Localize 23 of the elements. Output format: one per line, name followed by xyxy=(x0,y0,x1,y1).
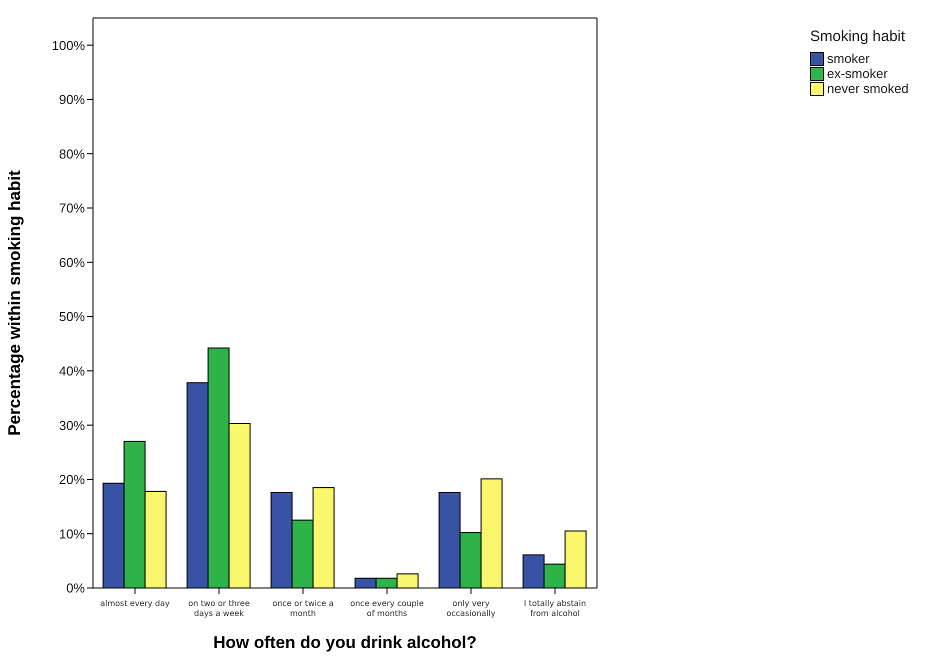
x-tick-label: on two or three days a week xyxy=(188,599,250,618)
x-axis-title: How often do you drink alcohol? xyxy=(213,633,477,652)
x-tick-label: once or twice a month xyxy=(272,599,334,618)
x-tick-label: only very occasionally xyxy=(446,599,496,618)
y-tick-label: 0% xyxy=(66,580,86,596)
legend-title: Smoking habit xyxy=(810,28,906,45)
x-tick-label: once every couple of months xyxy=(350,599,424,618)
y-tick-label: 60% xyxy=(58,254,86,270)
y-tick-label: 20% xyxy=(58,472,86,488)
x-tick-label: almost every day xyxy=(100,599,170,608)
y-tick-label: 50% xyxy=(58,309,86,324)
y-tick-label: 40% xyxy=(58,363,86,378)
y-axis-title: Percentage within smoking habit xyxy=(5,170,24,436)
y-tick-label: 10% xyxy=(58,526,86,542)
legend-label: never smoked xyxy=(826,81,910,96)
legend-label: smoker xyxy=(826,51,871,66)
y-tick-label: 80% xyxy=(58,146,86,162)
legend-label: ex-smoker xyxy=(826,66,889,81)
y-tick-label: 90% xyxy=(58,92,86,108)
y-tick-label: 100% xyxy=(52,38,86,53)
y-tick-label: 70% xyxy=(58,200,86,216)
y-tick-label: 30% xyxy=(58,418,86,433)
x-tick-label: I totally abstain from alcohol xyxy=(524,599,586,618)
